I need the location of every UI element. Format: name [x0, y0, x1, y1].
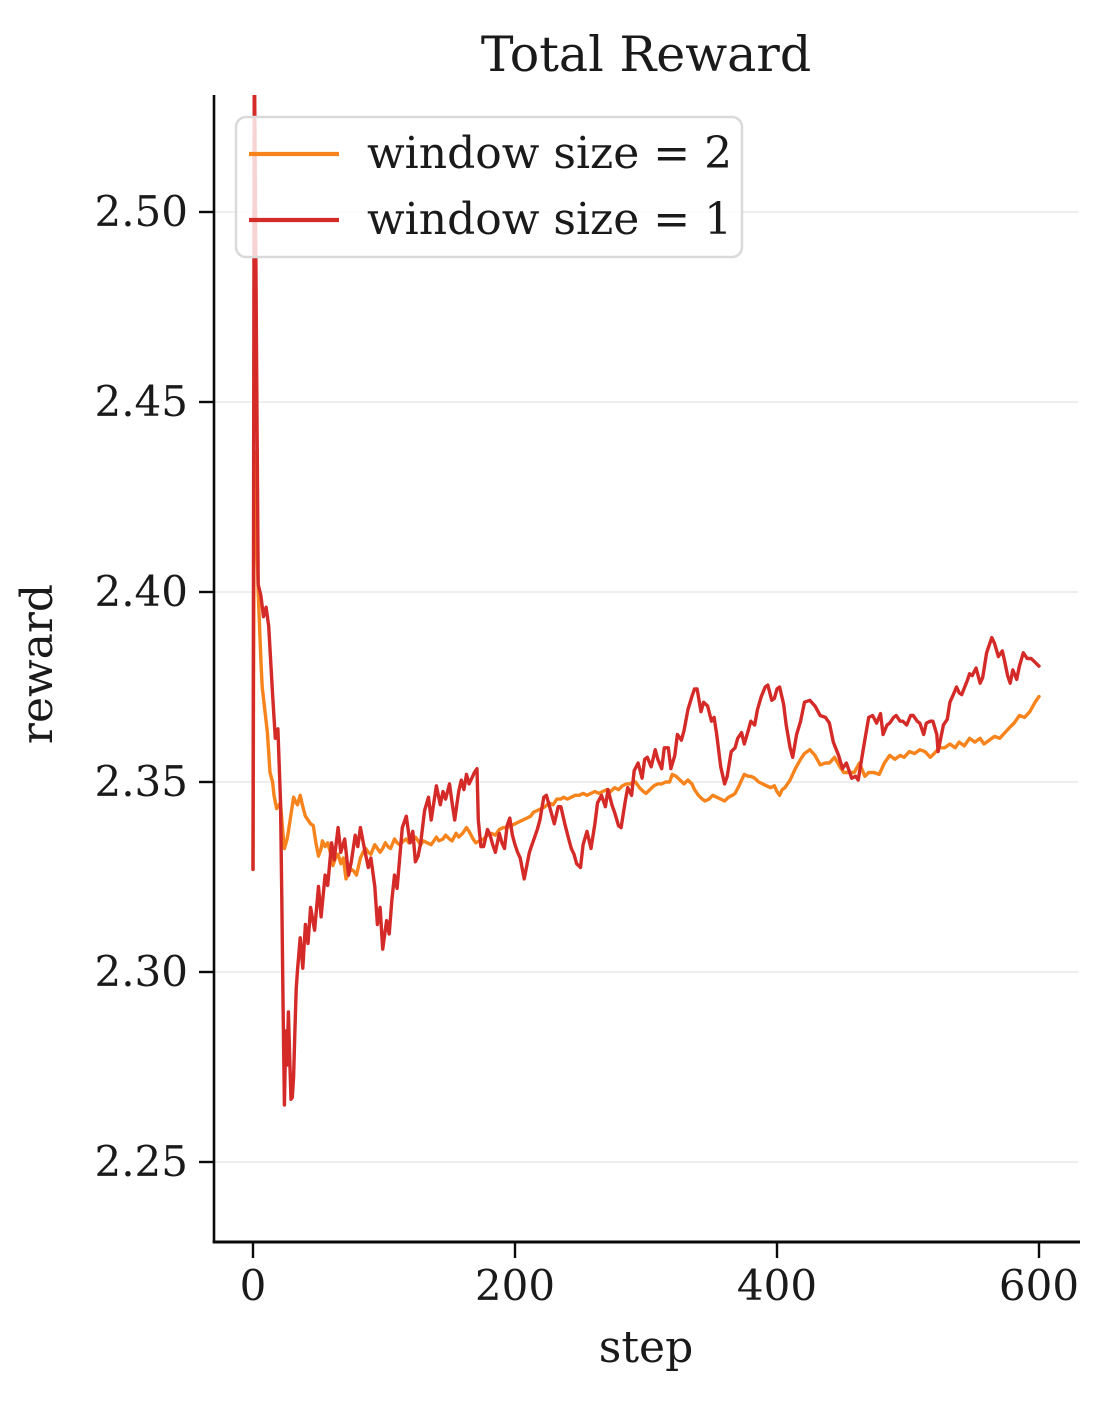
legend-box: [234, 115, 744, 259]
y-tick-label-2.4: 2.40: [94, 567, 188, 616]
legend-label-window-size-1: window size = 1: [367, 194, 732, 245]
y-tick-label-2.25: 2.25: [94, 1137, 188, 1186]
legend: window size = 2 window size = 1: [234, 115, 744, 259]
gridlines: [214, 211, 1078, 1163]
series-line-window-size-2: [251, 449, 1041, 881]
chart-title: Total Reward: [481, 26, 811, 83]
x-tick-label-200: 200: [475, 1261, 555, 1310]
series-group: [251, 95, 1041, 1107]
x-tick-label-400: 400: [737, 1261, 817, 1310]
y-tick-label-2.5: 2.50: [94, 187, 188, 236]
y-tick-label-2.45: 2.45: [94, 377, 188, 426]
y-tick-label-2.35: 2.35: [94, 757, 188, 806]
axis-ticks: [199, 210, 1041, 1258]
series-line-window-size-1: [251, 95, 1041, 1107]
axis-tick-labels: 2.25 2.30 2.35 2.40 2.45 2.50 0 200 400 600: [94, 187, 1079, 1310]
x-tick-label-0: 0: [240, 1261, 267, 1310]
x-axis-label: step: [599, 1322, 693, 1373]
y-axis-label: reward: [12, 584, 63, 744]
y-tick-label-2.3: 2.30: [94, 947, 188, 996]
x-tick-label-600: 600: [999, 1261, 1079, 1310]
legend-label-window-size-2: window size = 2: [367, 128, 732, 179]
